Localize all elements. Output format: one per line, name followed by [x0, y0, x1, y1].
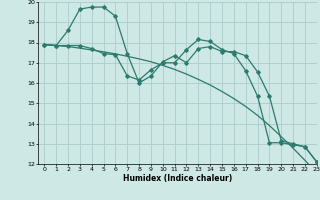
- X-axis label: Humidex (Indice chaleur): Humidex (Indice chaleur): [123, 174, 232, 183]
